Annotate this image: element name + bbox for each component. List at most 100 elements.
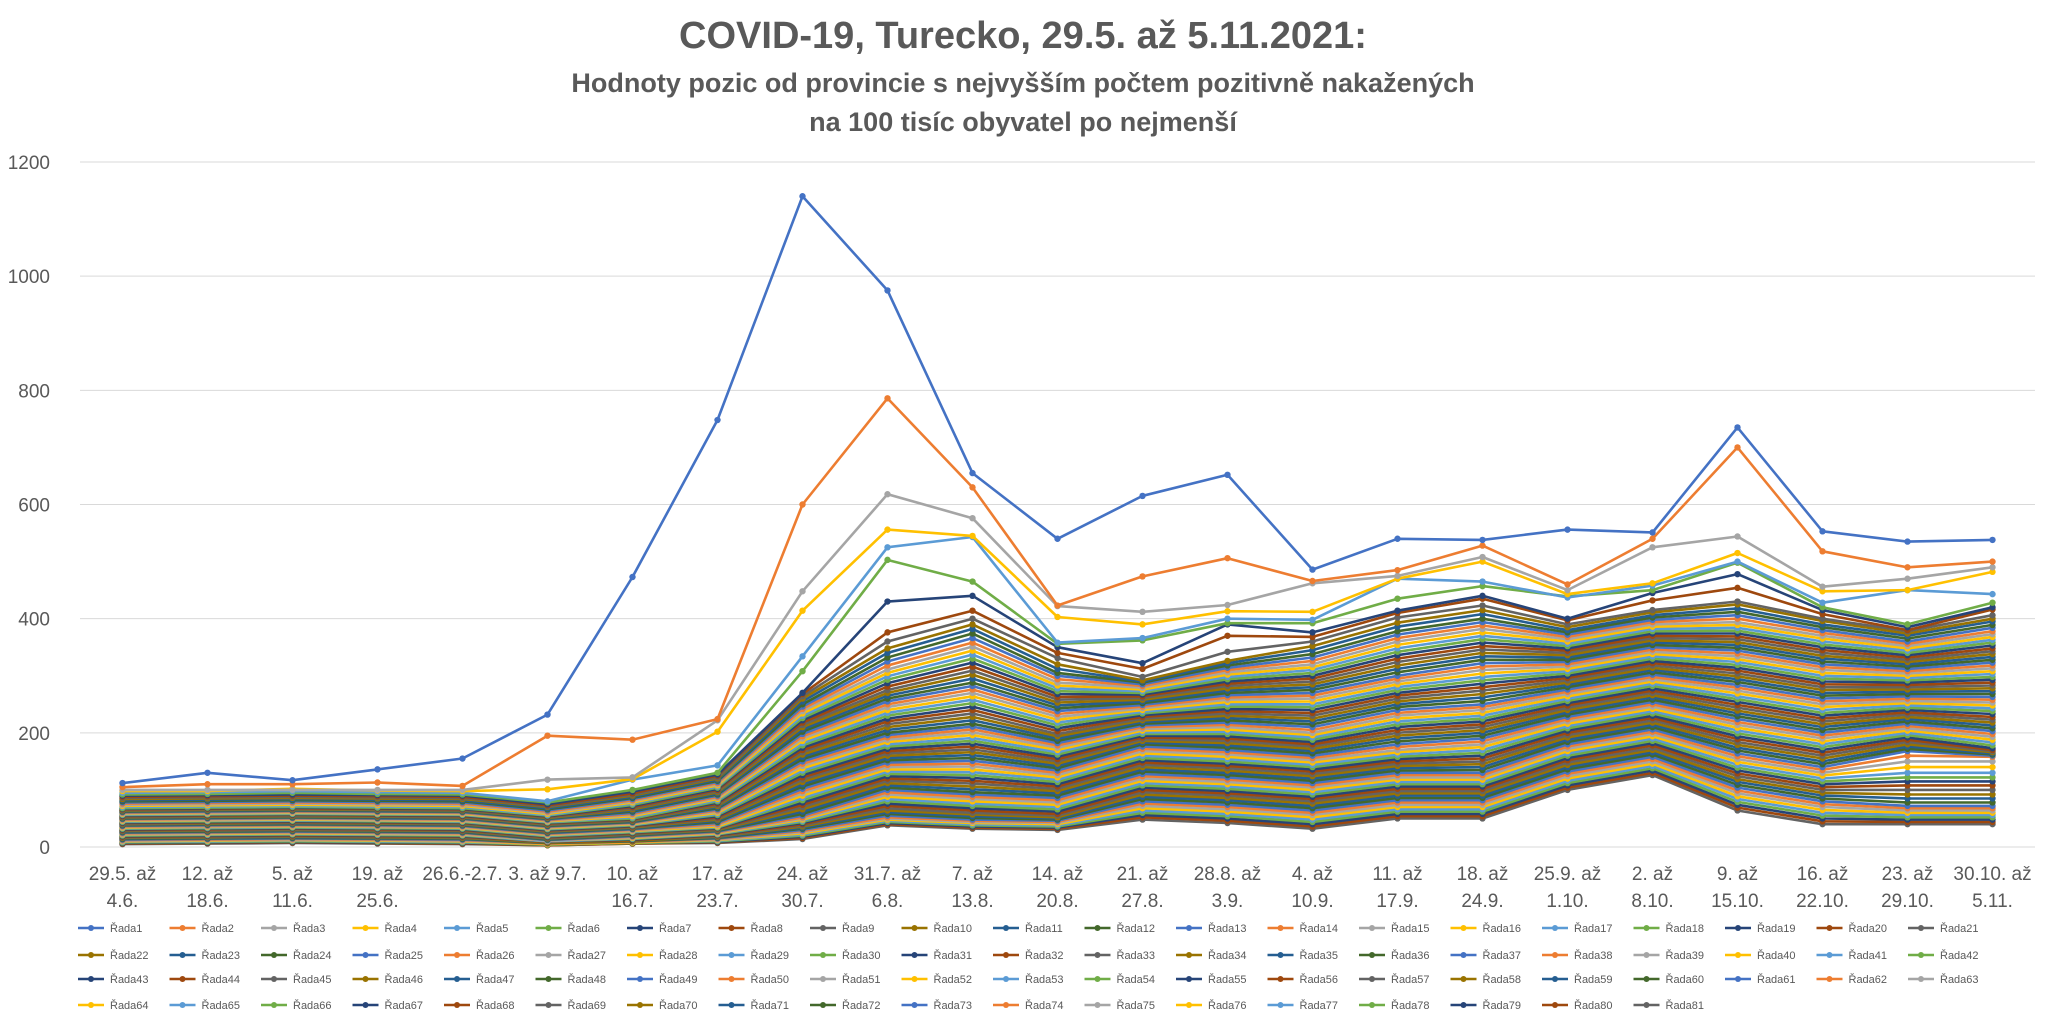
data-point [1309, 608, 1316, 616]
legend-item: Řada32 [993, 949, 1064, 962]
legend-item: Řada79 [1450, 999, 1521, 1012]
legend-item: Řada10 [901, 922, 972, 935]
legend-swatch-marker [1918, 952, 1924, 958]
legend-swatch-marker [820, 952, 826, 958]
legend-swatch-marker [1643, 1002, 1650, 1008]
legend-item: Řada18 [1633, 922, 1705, 935]
legend-item: Řada29 [718, 949, 789, 962]
legend-label: Řada78 [1391, 999, 1430, 1012]
data-point [1139, 608, 1146, 616]
legend-label: Řada51 [842, 973, 881, 986]
legend-label: Řada32 [1025, 949, 1064, 962]
data-point [1479, 606, 1486, 614]
legend-label: Řada43 [110, 973, 149, 986]
legend-swatch-marker [820, 1002, 826, 1008]
x-tick-label: 24.9. [1461, 891, 1503, 912]
legend-item: Řada6 [535, 922, 600, 935]
legend-label: Řada14 [1300, 922, 1339, 935]
data-point [1309, 616, 1316, 624]
legend-swatch-marker [637, 976, 643, 982]
data-point [1394, 614, 1401, 621]
data-point [1054, 649, 1061, 657]
data-point [969, 592, 976, 600]
legend-swatch-marker [454, 952, 460, 958]
data-point [1904, 538, 1911, 545]
legend-item: Řada26 [444, 949, 515, 962]
data-point [459, 782, 466, 790]
legend-swatch-marker [1552, 1002, 1558, 1008]
data-point [1904, 786, 1911, 794]
legend-item: Řada39 [1633, 949, 1704, 962]
x-tick-label: 18. až [1457, 864, 1509, 885]
legend-item: Řada59 [1542, 973, 1613, 986]
legend-swatch-marker [1643, 952, 1650, 958]
legend-label: Řada81 [1666, 999, 1705, 1012]
data-point [1989, 774, 1996, 781]
legend-label: Řada31 [934, 949, 973, 962]
series-1 [119, 193, 1996, 787]
legend-label: Řada18 [1666, 922, 1705, 935]
legend-label: Řada19 [1757, 922, 1796, 935]
data-point [544, 776, 551, 783]
y-tick-label: 400 [18, 610, 50, 631]
x-tick-label: 30.7. [781, 891, 823, 912]
x-tick-label: 3. až 9.7. [508, 864, 586, 885]
legend-item: Řada34 [1176, 949, 1247, 962]
data-point [1989, 786, 1996, 794]
chart-title: COVID-19, Turecko, 29.5. až 5.11.2021: [679, 15, 1367, 57]
x-tick-label: 31.7. až [854, 864, 922, 885]
legend-swatch-marker [88, 925, 94, 931]
data-point [119, 779, 126, 787]
x-tick-label: 10. až [607, 864, 659, 885]
data-point [1904, 575, 1911, 582]
data-point [629, 573, 636, 581]
x-tick-label: 5. až [272, 864, 313, 885]
x-tick-label: 17. až [692, 864, 744, 885]
legend-item: Řada38 [1542, 949, 1613, 962]
legend-swatch-marker [637, 925, 643, 931]
legend-item: Řada35 [1267, 949, 1338, 962]
x-tick-label: 29.10. [1881, 891, 1934, 912]
data-point [629, 786, 636, 794]
data-point [1564, 615, 1571, 622]
data-point [884, 526, 891, 533]
legend-swatch-marker [271, 976, 277, 982]
legend-label: Řada71 [751, 999, 790, 1012]
legend-swatch-marker [179, 952, 186, 958]
legend-swatch-marker [1277, 1002, 1284, 1008]
legend-label: Řada74 [1025, 999, 1064, 1012]
legend-swatch-marker [1094, 1002, 1101, 1008]
data-point [799, 689, 806, 697]
legend-label: Řada53 [1025, 973, 1064, 986]
legend-item: Řada36 [1359, 949, 1430, 962]
data-point [884, 645, 891, 652]
legend-swatch-marker [1186, 1002, 1192, 1008]
data-point [1054, 654, 1061, 662]
legend-label: Řada20 [1849, 922, 1888, 935]
legend-item: Řada51 [810, 973, 881, 986]
legend-swatch-marker [820, 925, 826, 931]
data-point [969, 578, 976, 585]
legend-item: Řada4 [352, 922, 417, 935]
legend-label: Řada13 [1208, 922, 1247, 935]
data-point [629, 774, 636, 781]
legend-label: Řada72 [842, 999, 881, 1012]
data-point [1394, 619, 1401, 626]
legend-label: Řada21 [1940, 922, 1979, 935]
data-point [1989, 763, 1996, 771]
legend-label: Řada26 [476, 949, 515, 962]
legend-label: Řada46 [385, 973, 424, 986]
legend-item: Řada23 [169, 949, 240, 962]
data-point [1054, 665, 1061, 673]
data-point [204, 781, 211, 788]
legend-item: Řada78 [1359, 999, 1430, 1012]
legend-swatch-marker [362, 925, 369, 931]
legend-label: Řada50 [751, 973, 790, 986]
legend-label: Řada77 [1300, 999, 1339, 1012]
legend-item: Řada66 [261, 999, 332, 1012]
data-point [289, 786, 296, 794]
legend-item: Řada68 [444, 999, 515, 1012]
legend-label: Řada27 [568, 949, 607, 962]
data-point [1139, 492, 1146, 500]
data-point [1819, 615, 1826, 622]
